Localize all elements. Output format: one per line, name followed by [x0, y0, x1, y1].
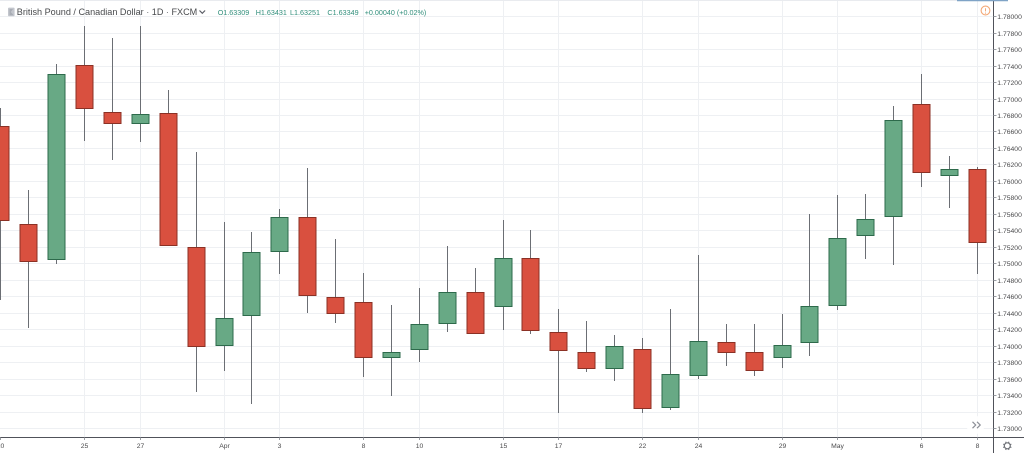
svg-text:1.74400: 1.74400 [997, 311, 1022, 318]
svg-text:Apr: Apr [219, 443, 230, 450]
svg-text:6: 6 [920, 443, 924, 450]
svg-text:1.76800: 1.76800 [997, 113, 1022, 120]
svg-text:1.77600: 1.77600 [997, 47, 1022, 54]
svg-text:O1.63309: O1.63309 [218, 8, 250, 17]
svg-text:8: 8 [362, 443, 366, 450]
svg-text:25: 25 [81, 443, 89, 450]
svg-text:1.76200: 1.76200 [997, 162, 1022, 169]
svg-text:29: 29 [779, 443, 787, 450]
svg-text:1.75000: 1.75000 [997, 261, 1022, 268]
svg-text:1.74600: 1.74600 [997, 294, 1022, 301]
svg-text:1.77000: 1.77000 [997, 97, 1022, 104]
svg-text:1.78000: 1.78000 [997, 14, 1022, 21]
svg-text:15: 15 [500, 443, 508, 450]
svg-text:27: 27 [137, 443, 145, 450]
svg-text:3: 3 [278, 443, 282, 450]
svg-text:1.77200: 1.77200 [997, 80, 1022, 87]
svg-text:1.76600: 1.76600 [997, 129, 1022, 136]
svg-text:C1.63349: C1.63349 [327, 8, 358, 17]
svg-text:1.75600: 1.75600 [997, 212, 1022, 219]
svg-text:1.75400: 1.75400 [997, 228, 1022, 235]
svg-text:+0.00040 (+0.02%): +0.00040 (+0.02%) [365, 8, 427, 17]
svg-text:H1.63431: H1.63431 [256, 8, 287, 17]
svg-text:1.74200: 1.74200 [997, 327, 1022, 334]
svg-text:1.75800: 1.75800 [997, 195, 1022, 202]
svg-text:1.73000: 1.73000 [997, 426, 1022, 433]
svg-text:20: 20 [0, 443, 4, 450]
svg-text:May: May [831, 443, 844, 450]
svg-text:1.73400: 1.73400 [997, 393, 1022, 400]
svg-text:1.74800: 1.74800 [997, 278, 1022, 285]
svg-text:17: 17 [555, 443, 563, 450]
svg-text:1.77800: 1.77800 [997, 31, 1022, 38]
svg-text:British Pound / Canadian Dolla: British Pound / Canadian Dollar · 1D · F… [17, 7, 197, 17]
svg-text:1.73600: 1.73600 [997, 377, 1022, 384]
svg-text:1.76400: 1.76400 [997, 146, 1022, 153]
svg-text:1.77400: 1.77400 [997, 64, 1022, 71]
svg-text:1.75200: 1.75200 [997, 245, 1022, 252]
svg-text:1.73200: 1.73200 [997, 410, 1022, 417]
svg-text:1.76000: 1.76000 [997, 179, 1022, 186]
svg-text:24: 24 [695, 443, 703, 450]
svg-text:10: 10 [416, 443, 424, 450]
svg-text:1.73800: 1.73800 [997, 360, 1022, 367]
svg-text:L1.63251: L1.63251 [290, 8, 320, 17]
svg-text:1.74000: 1.74000 [997, 344, 1022, 351]
svg-text:22: 22 [639, 443, 647, 450]
svg-text:8: 8 [976, 443, 980, 450]
